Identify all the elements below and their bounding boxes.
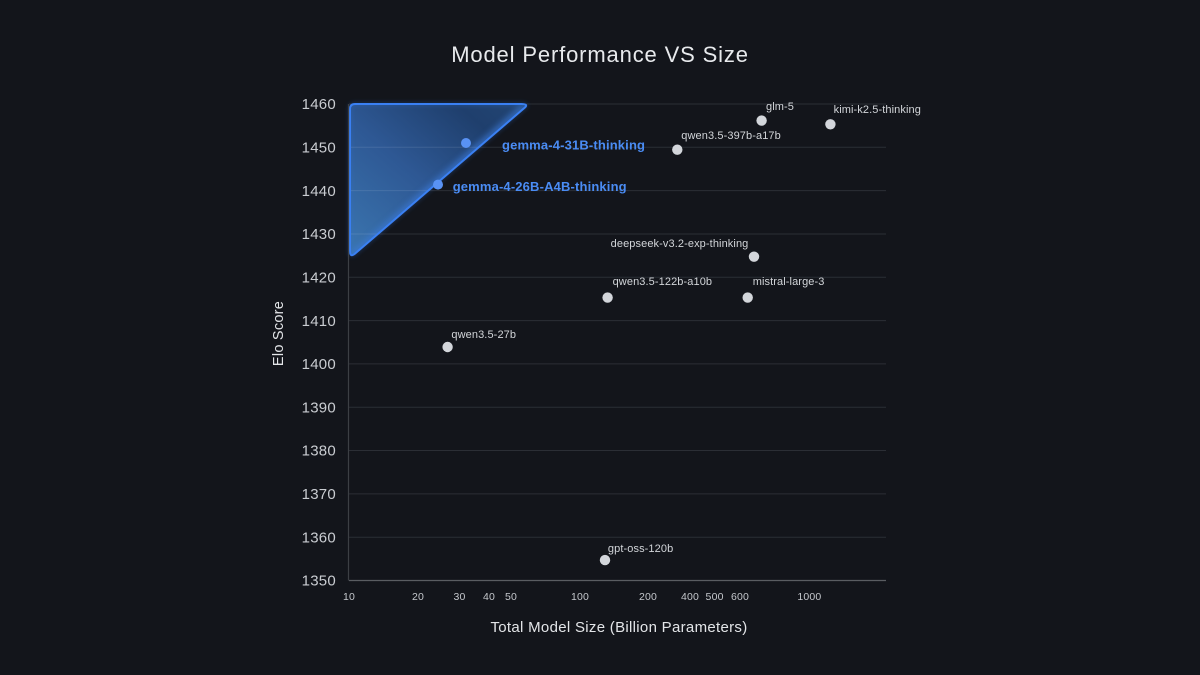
- svg-text:10: 10: [343, 591, 355, 603]
- svg-text:600: 600: [731, 591, 749, 603]
- svg-text:30: 30: [453, 591, 465, 603]
- svg-text:1000: 1000: [797, 591, 821, 603]
- svg-text:1390: 1390: [302, 399, 336, 416]
- svg-text:1360: 1360: [302, 529, 336, 546]
- svg-text:Total Model Size (Billion Para: Total Model Size (Billion Parameters): [490, 619, 747, 636]
- svg-text:qwen3.5-122b-a10b: qwen3.5-122b-a10b: [613, 276, 713, 288]
- svg-text:1450: 1450: [302, 140, 336, 157]
- svg-text:1370: 1370: [302, 486, 336, 503]
- svg-text:1440: 1440: [302, 183, 336, 200]
- svg-text:qwen3.5-27b: qwen3.5-27b: [451, 329, 516, 341]
- svg-text:Model Performance VS Size: Model Performance VS Size: [451, 42, 749, 67]
- svg-text:gemma-4-31B-thinking: gemma-4-31B-thinking: [502, 138, 645, 153]
- svg-text:1400: 1400: [302, 356, 336, 373]
- svg-text:20: 20: [412, 591, 424, 603]
- svg-text:gemma-4-26B-A4B-thinking: gemma-4-26B-A4B-thinking: [453, 179, 627, 194]
- svg-text:400: 400: [681, 591, 699, 603]
- svg-text:1460: 1460: [302, 96, 336, 113]
- svg-text:gpt-oss-120b: gpt-oss-120b: [608, 543, 673, 555]
- svg-text:1410: 1410: [302, 313, 336, 330]
- svg-text:100: 100: [571, 591, 589, 603]
- svg-text:1350: 1350: [302, 573, 336, 590]
- svg-text:Elo Score: Elo Score: [271, 301, 287, 366]
- svg-text:1380: 1380: [302, 443, 336, 460]
- svg-text:40: 40: [483, 591, 495, 603]
- svg-text:kimi-k2.5-thinking: kimi-k2.5-thinking: [834, 104, 921, 116]
- svg-text:1430: 1430: [302, 226, 336, 243]
- svg-text:glm-5: glm-5: [766, 101, 794, 113]
- svg-text:mistral-large-3: mistral-large-3: [753, 276, 825, 288]
- svg-text:qwen3.5-397b-a17b: qwen3.5-397b-a17b: [681, 130, 781, 142]
- svg-text:500: 500: [706, 591, 724, 603]
- svg-text:1420: 1420: [302, 270, 336, 287]
- svg-text:deepseek-v3.2-exp-thinking: deepseek-v3.2-exp-thinking: [611, 238, 749, 250]
- svg-text:50: 50: [505, 591, 517, 603]
- svg-text:200: 200: [639, 591, 657, 603]
